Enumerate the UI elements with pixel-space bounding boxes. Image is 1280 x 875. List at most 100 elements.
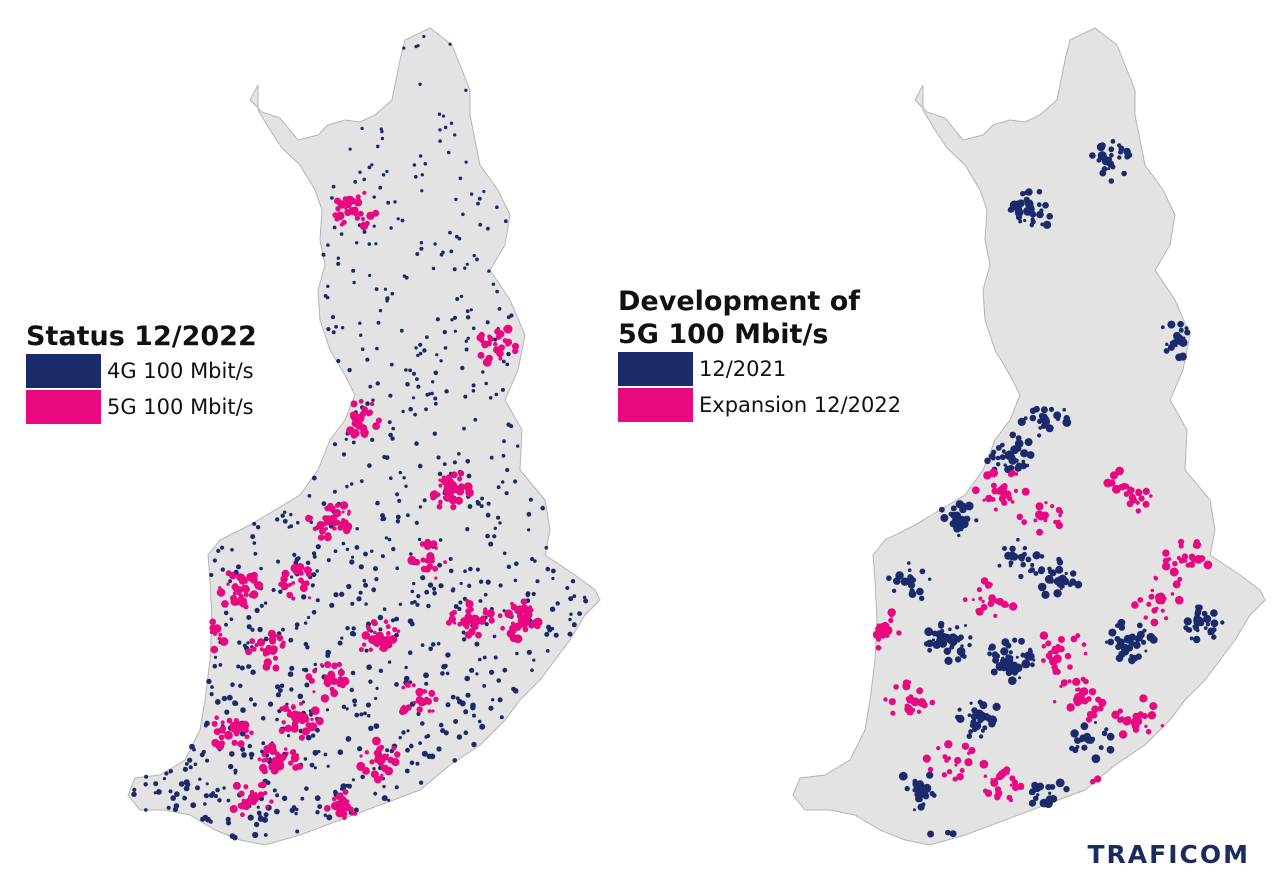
coverage-4g-dot xyxy=(416,384,421,389)
coverage-5g-expansion-dot xyxy=(1094,775,1102,783)
coverage-5g-2021-dot xyxy=(1009,545,1016,552)
coverage-4g-dot xyxy=(368,679,373,684)
coverage-5g-dot xyxy=(504,609,513,618)
coverage-4g-dot xyxy=(263,833,268,837)
coverage-5g-2021-dot xyxy=(1036,210,1044,219)
coverage-5g-dot xyxy=(364,220,370,227)
coverage-5g-2021-dot xyxy=(1048,791,1052,795)
coverage-5g-2021-dot xyxy=(919,595,925,601)
coverage-5g-2021-dot xyxy=(1195,604,1201,610)
coverage-4g-dot xyxy=(572,594,577,599)
coverage-4g-dot xyxy=(203,793,209,799)
coverage-5g-expansion-dot xyxy=(1146,601,1152,607)
coverage-4g-dot xyxy=(282,518,288,524)
coverage-4g-dot xyxy=(209,572,214,578)
coverage-5g-expansion-dot xyxy=(1156,592,1166,602)
coverage-5g-expansion-dot xyxy=(1181,553,1189,560)
coverage-5g-dot xyxy=(449,611,455,617)
coverage-5g-dot xyxy=(332,526,337,531)
coverage-5g-expansion-dot xyxy=(956,773,964,781)
coverage-5g-dot xyxy=(305,673,313,681)
coverage-5g-dot xyxy=(362,642,367,647)
coverage-5g-2021-dot xyxy=(1116,638,1125,647)
coverage-4g-dot xyxy=(362,578,367,583)
coverage-4g-dot xyxy=(531,591,536,597)
coverage-5g-dot xyxy=(292,719,299,725)
coverage-4g-dot xyxy=(351,440,356,445)
coverage-4g-dot xyxy=(332,225,337,230)
coverage-4g-dot xyxy=(350,482,354,486)
coverage-5g-2021-dot xyxy=(900,577,910,586)
coverage-5g-expansion-dot xyxy=(1081,642,1087,647)
coverage-5g-dot xyxy=(231,583,238,590)
coverage-5g-2021-dot xyxy=(996,462,1001,467)
coverage-5g-2021-dot xyxy=(1193,635,1201,644)
coverage-5g-2021-dot xyxy=(969,701,973,705)
coverage-4g-dot xyxy=(364,648,369,653)
coverage-5g-dot xyxy=(219,637,229,646)
coverage-5g-2021-dot xyxy=(1070,729,1079,738)
coverage-4g-dot xyxy=(467,583,472,589)
coverage-5g-expansion-dot xyxy=(917,698,927,707)
coverage-5g-2021-dot xyxy=(1070,570,1077,577)
coverage-5g-dot xyxy=(285,751,289,755)
coverage-4g-dot xyxy=(380,517,384,522)
coverage-5g-dot xyxy=(291,596,296,601)
coverage-5g-2021-dot xyxy=(1036,793,1040,797)
coverage-4g-dot xyxy=(354,545,360,550)
coverage-4g-dot xyxy=(205,782,209,786)
coverage-5g-2021-dot xyxy=(924,627,934,637)
coverage-5g-2021-dot xyxy=(1210,619,1219,628)
coverage-4g-dot xyxy=(485,512,491,518)
coverage-5g-2021-dot xyxy=(949,644,955,650)
coverage-4g-dot xyxy=(252,541,257,545)
coverage-4g-dot xyxy=(233,771,238,775)
coverage-4g-dot xyxy=(290,575,294,579)
coverage-4g-dot xyxy=(294,811,298,816)
coverage-4g-dot xyxy=(333,549,338,554)
coverage-4g-dot xyxy=(495,289,499,294)
coverage-4g-dot xyxy=(426,753,432,759)
coverage-5g-dot xyxy=(344,207,348,211)
coverage-5g-dot xyxy=(262,651,268,657)
coverage-4g-dot xyxy=(437,112,442,116)
coverage-4g-dot xyxy=(479,504,484,509)
legend-swatch-5g xyxy=(26,390,101,424)
coverage-5g-2021-dot xyxy=(968,729,973,734)
coverage-4g-dot xyxy=(223,610,229,616)
coverage-5g-dot xyxy=(337,524,344,531)
coverage-4g-dot xyxy=(472,713,476,718)
coverage-4g-dot xyxy=(280,513,285,518)
coverage-5g-expansion-dot xyxy=(941,772,948,778)
coverage-5g-2021-dot xyxy=(1210,609,1218,617)
coverage-4g-dot xyxy=(376,320,381,325)
coverage-4g-dot xyxy=(414,441,419,446)
coverage-4g-dot xyxy=(362,229,367,234)
coverage-4g-dot xyxy=(493,337,498,342)
coverage-5g-expansion-dot xyxy=(1203,560,1213,570)
coverage-4g-dot xyxy=(260,715,266,721)
coverage-4g-dot xyxy=(437,562,442,568)
coverage-4g-dot xyxy=(509,424,514,429)
coverage-5g-dot xyxy=(238,790,245,797)
coverage-4g-dot xyxy=(240,707,246,713)
coverage-5g-dot xyxy=(362,190,367,195)
coverage-4g-dot xyxy=(358,321,362,325)
coverage-4g-dot xyxy=(349,687,354,693)
coverage-5g-dot xyxy=(246,572,256,582)
coverage-5g-expansion-dot xyxy=(1127,486,1133,492)
coverage-4g-dot xyxy=(378,185,383,190)
coverage-5g-2021-dot xyxy=(1015,655,1019,659)
coverage-5g-dot xyxy=(278,727,285,735)
coverage-4g-dot xyxy=(291,805,297,810)
coverage-5g-expansion-dot xyxy=(1178,538,1185,546)
coverage-4g-dot xyxy=(464,675,471,682)
coverage-5g-2021-dot xyxy=(1008,564,1013,568)
coverage-4g-dot xyxy=(424,407,428,412)
coverage-4g-dot xyxy=(376,144,380,149)
coverage-4g-dot xyxy=(385,748,390,753)
coverage-4g-dot xyxy=(236,564,241,570)
coverage-5g-2021-dot xyxy=(1020,561,1026,568)
coverage-4g-dot xyxy=(398,470,402,475)
coverage-4g-dot xyxy=(425,335,429,339)
